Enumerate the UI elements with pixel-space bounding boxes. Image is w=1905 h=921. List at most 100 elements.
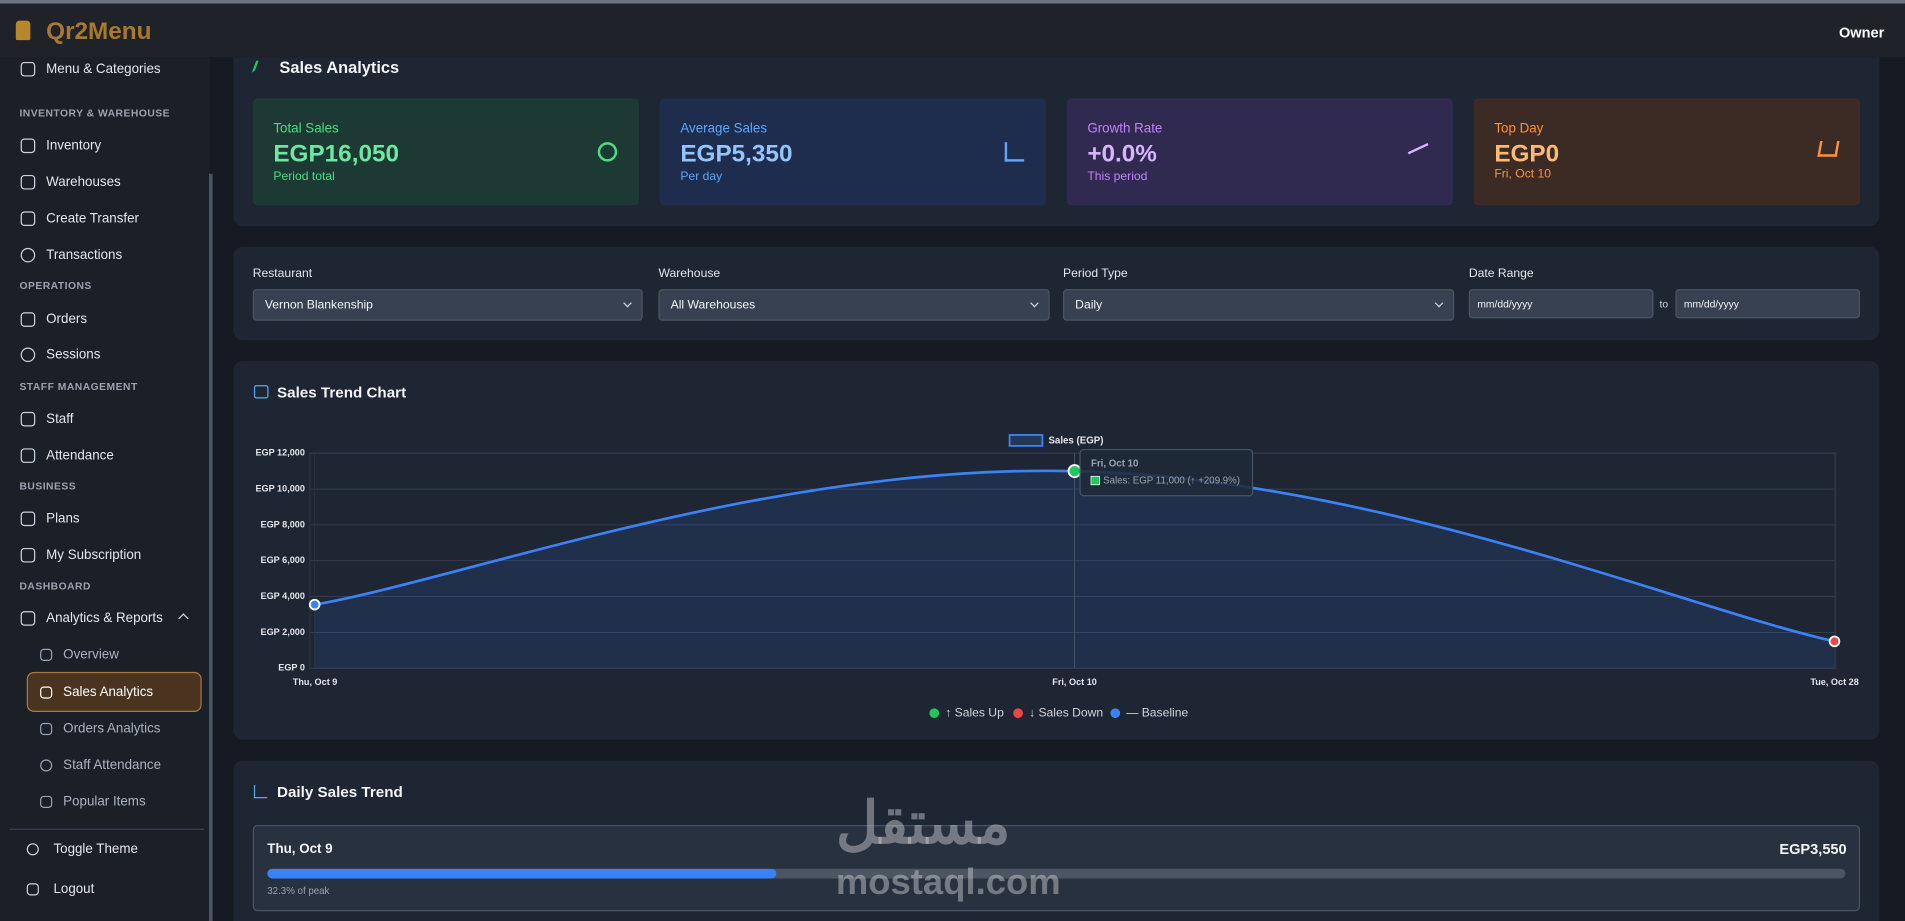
legend-dot [1013,708,1023,719]
warehouse-select[interactable]: All Warehouses [658,289,1050,321]
stat-note: Per day [680,170,723,184]
stat-card: Growth Rate +0.0% This period [1066,98,1454,206]
stat-value: +0.0% [1087,140,1157,168]
stat-value: EGP5,350 [680,140,793,168]
nav-subitem[interactable]: Staff Attendance [0,750,209,782]
nav-label: Menu & Categories [46,61,161,77]
nav-item[interactable]: My Subscription [0,539,209,571]
nav-label: Attendance [46,448,114,463]
date-to[interactable]: mm/dd/yyyy [1675,289,1861,319]
header [0,3,1905,58]
divider [9,828,205,830]
nav-label: Transactions [46,247,123,263]
x-tick-label: Tue, Oct 28 [1810,677,1858,687]
y-tick-label: EGP 6,000 [261,555,305,565]
stat-value: EGP16,050 [273,140,399,168]
legend-label: — Baseline [1126,705,1188,719]
legend-label: ↓ Sales Down [1029,705,1103,719]
legend-dot [1110,708,1121,719]
nav-subitem[interactable]: Overview [0,639,209,671]
scrollbar[interactable] [208,173,213,921]
nav-label: Inventory [46,138,102,154]
row-date: Thu, Oct 9 [267,841,333,857]
legend-swatch [1008,434,1044,447]
nav-section: OPERATIONS [19,279,92,292]
active-highlight [26,671,202,712]
period-select[interactable]: Daily [1063,289,1455,321]
nav-label: Staff [46,411,74,427]
y-tick-label: EGP 0 [278,663,305,673]
legend-label: Sales (EGP) [1048,436,1103,447]
nav-item[interactable]: Inventory [0,130,209,162]
y-tick-label: EGP 2,000 [261,627,305,637]
progress-bar [267,868,777,879]
nav-item[interactable]: Menu & Categories [0,53,209,85]
nav-subitem[interactable]: Orders Analytics [0,713,209,745]
data-point [308,598,321,611]
stat-label: Total Sales [273,121,339,137]
nav-item[interactable]: Warehouses [0,166,209,198]
y-tick-label: EGP 8,000 [261,519,305,529]
nav-item[interactable]: Create Transfer [0,203,209,235]
filter-label: Date Range [1468,267,1534,281]
y-tick-label: EGP 10,000 [255,483,304,493]
progress-track [267,868,1846,879]
nav-item[interactable]: Plans [0,503,209,535]
nav-subitem-active[interactable]: Sales Analytics [0,677,209,709]
date-separator: to [1659,297,1669,310]
stat-note: Fri, Oct 10 [1494,167,1552,182]
nav-section: DASHBOARD [19,579,91,592]
chart-icon [253,385,269,399]
stat-card: Top Day EGP0 Fri, Oct 10 [1473,98,1861,206]
stat-note: This period [1087,170,1148,184]
stat-value: EGP0 [1494,140,1560,168]
tooltip-title: Fri, Oct 10 [1091,459,1138,470]
x-tick-label: Fri, Oct 10 [1052,677,1097,687]
filter-label: Period Type [1063,267,1128,281]
nav-item[interactable]: Staff [0,403,209,435]
nav-label: Create Transfer [46,211,140,226]
nav-section: INVENTORY & WAREHOUSE [19,106,171,120]
logo-icon [15,20,31,41]
nav-item[interactable]: Analytics & Reports [0,603,209,635]
section-title: Daily Sales Trend [276,783,403,801]
row-value: EGP3,550 [1779,840,1847,858]
data-point [1828,635,1841,648]
nav-item[interactable]: Attendance [0,440,209,472]
nav-item[interactable]: Transactions [0,239,209,271]
stat-label: Growth Rate [1087,121,1163,137]
stat-note: Period total [273,170,335,184]
nav-item[interactable]: Logout [0,874,209,906]
row-note: 32.3% of peak [267,885,330,897]
nav-subitem[interactable]: Popular Items [0,786,209,818]
stat-label: Top Day [1494,121,1544,137]
nav-label: Popular Items [63,794,146,810]
x-tick-label: Thu, Oct 9 [293,677,338,687]
nav-item[interactable]: Sessions [0,339,209,371]
stat-icon [1004,142,1025,162]
nav-item[interactable]: Toggle Theme [0,833,209,865]
stat-icon [597,142,618,162]
tooltip [1079,448,1254,497]
y-tick-label: EGP 12,000 [255,448,304,458]
page-title: Sales Analytics [279,58,400,77]
logo[interactable]: Qr2Menu [46,18,152,45]
nav-label: Logout [53,882,95,897]
user-menu[interactable]: Owner [1838,24,1885,42]
trend-row [252,824,1861,912]
watermark-arabic: مستقل [835,792,1011,857]
top-border [0,0,1905,4]
chart-card [233,360,1880,740]
nav-label: Orders Analytics [63,721,161,737]
nav-label: Analytics & Reports [46,611,163,626]
nav-label: Warehouses [46,174,121,190]
nav-label: Orders [46,312,88,327]
nav-label: My Subscription [46,547,142,563]
nav-label: Toggle Theme [53,841,138,857]
nav-label: Staff Attendance [63,758,162,773]
restaurant-select[interactable]: Vernon Blankenship [252,289,643,321]
date-from[interactable]: mm/dd/yyyy [1468,289,1654,319]
nav-item[interactable]: Orders [0,304,209,336]
filter-label: Restaurant [252,267,313,281]
